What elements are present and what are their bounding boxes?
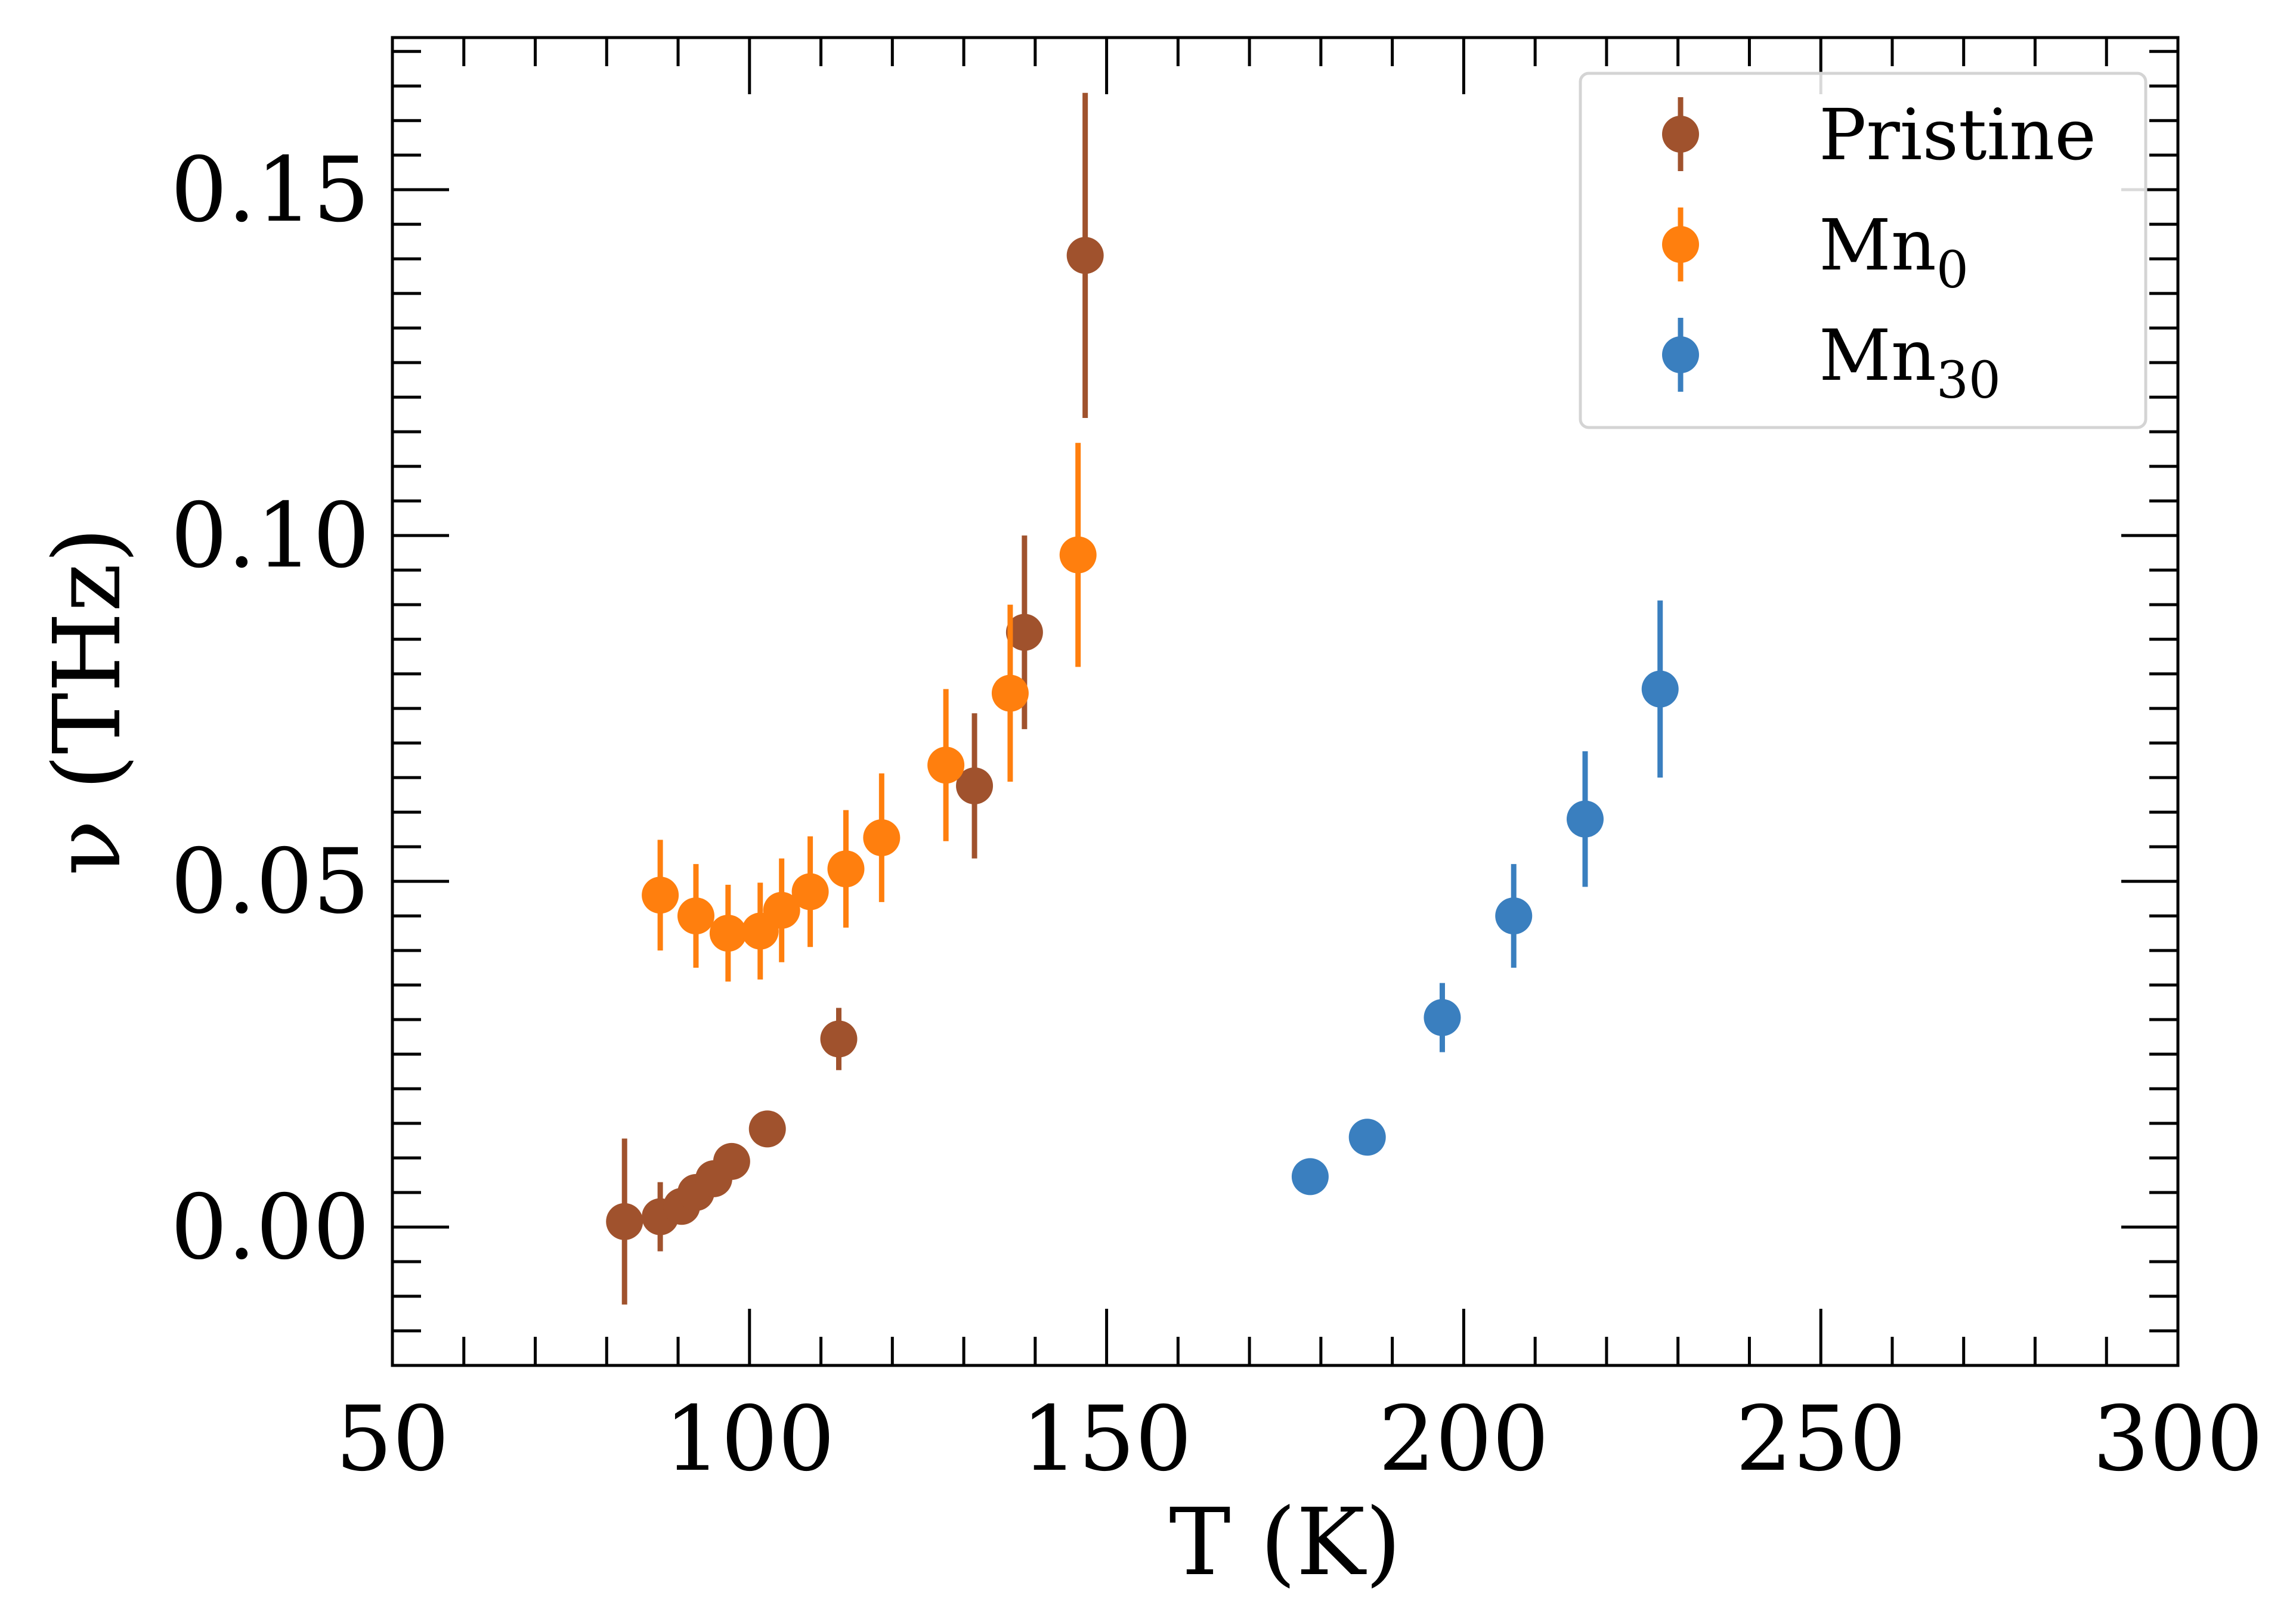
data-point: [1424, 999, 1461, 1036]
series-pristine: [606, 92, 1104, 1305]
data-point: [1005, 614, 1043, 651]
x-tick-label: 50: [336, 1387, 450, 1491]
data-point: [1291, 1158, 1329, 1195]
data-point: [791, 873, 829, 910]
y-tick-label: 0.10: [171, 484, 370, 588]
y-tick-label: 0.15: [171, 138, 370, 242]
data-point: [1641, 670, 1679, 708]
data-point: [709, 915, 747, 952]
x-axis-label: T (K): [1169, 1488, 1401, 1596]
data-point: [606, 1203, 643, 1240]
data-point: [763, 891, 800, 929]
data-point: [677, 897, 714, 935]
data-point: [863, 819, 901, 856]
data-point: [713, 1142, 750, 1180]
y-tick-label: 0.05: [171, 830, 370, 934]
legend-box: [1579, 72, 2148, 429]
legend-item: Pristine: [1662, 94, 2096, 176]
data-point: [927, 747, 965, 784]
x-tick-label: 150: [1021, 1387, 1192, 1491]
data-point: [1495, 897, 1533, 935]
data-point: [991, 674, 1029, 712]
data-point: [1059, 536, 1097, 574]
data-point: [820, 1020, 858, 1058]
legend-marker: [1662, 116, 1699, 153]
x-tick-label: 200: [1378, 1387, 1549, 1491]
series-mn0: [642, 442, 1097, 982]
data-point: [748, 1110, 786, 1148]
x-tick-label: 250: [1735, 1387, 1906, 1491]
plot-frame: [391, 36, 2180, 1367]
data-point: [956, 767, 994, 805]
legend-label: Pristine: [1819, 94, 2096, 176]
y-tick-label: 0.00: [171, 1176, 370, 1280]
data-point: [1348, 1119, 1386, 1156]
data-layer: [606, 92, 1679, 1305]
x-tick-label: 100: [664, 1387, 835, 1491]
x-tick-label: 300: [2093, 1387, 2263, 1491]
y-axis-label: ν (THz): [33, 527, 141, 876]
data-point: [1066, 237, 1104, 274]
data-point: [827, 850, 865, 888]
data-point: [1566, 800, 1604, 838]
legend-marker: [1662, 226, 1699, 263]
data-point: [642, 876, 679, 914]
axis-ticks: [391, 38, 2180, 1367]
legend-marker: [1662, 336, 1699, 373]
tick-labels: 50 100 150 200 250 300 0.00 0.05 0.10 0.15: [171, 138, 2263, 1491]
series-mn30: [1291, 600, 1679, 1195]
